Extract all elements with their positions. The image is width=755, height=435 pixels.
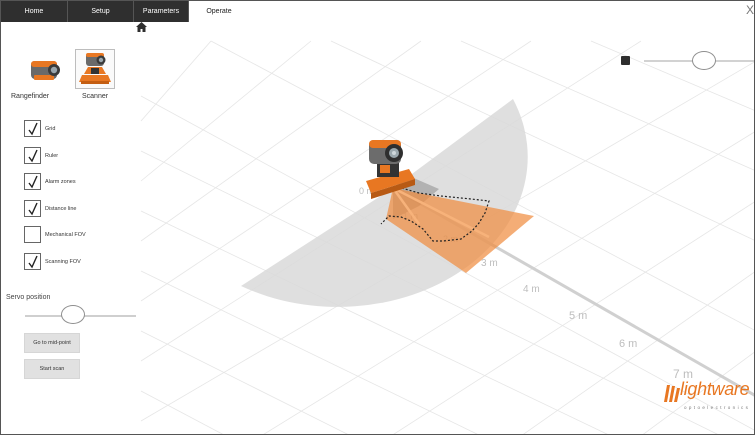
- device-label-scanner: Scanner: [82, 93, 109, 100]
- option-label: Grid: [45, 126, 56, 132]
- ruler-label: 7 m: [673, 367, 693, 381]
- scene-viewport[interactable]: 0 m 1 m 2 m 3 m 4 m 5 m 6 m 7 m: [136, 22, 755, 435]
- ruler-label: 6 m: [619, 338, 637, 350]
- top-tab-bar: Home Setup Parameters Operate X: [1, 1, 754, 22]
- option-label: Alarm zones: [45, 179, 76, 185]
- option-alarm-zones[interactable]: Alarm zones: [24, 173, 136, 191]
- laser-beam: [391, 186, 490, 239]
- option-grid[interactable]: Grid: [24, 120, 136, 138]
- go-to-mid-point-button[interactable]: Go to mid-point: [24, 333, 80, 353]
- logo-wordmark: lightware: [680, 379, 750, 399]
- servo-slider-thumb[interactable]: [61, 305, 85, 324]
- checkmark-icon: [28, 175, 38, 189]
- alarm-zones-checkbox[interactable]: [24, 173, 41, 190]
- checkmark-icon: [28, 255, 38, 269]
- option-mechanical-fov[interactable]: Mechanical FOV: [24, 226, 136, 244]
- mechanical-fov-checkbox[interactable]: [24, 226, 41, 243]
- alarm-zone: [241, 99, 528, 307]
- scanner-icon: [79, 53, 111, 84]
- ruler-label: 4 m: [523, 284, 540, 295]
- start-scan-button[interactable]: Start scan: [24, 359, 80, 379]
- device-label-rangefinder: Rangefinder: [11, 93, 50, 100]
- option-scanning-fov[interactable]: Scanning FOV: [24, 253, 136, 271]
- servo-position-label: Servo position: [6, 294, 51, 301]
- home-icon[interactable]: [136, 22, 147, 32]
- close-icon[interactable]: X: [745, 3, 754, 17]
- stop-icon[interactable]: [621, 56, 630, 65]
- lightware-logo-mark-icon: [664, 385, 680, 402]
- ruler-label: 5 m: [569, 310, 587, 322]
- scanner-device: [366, 140, 415, 199]
- ruler-label: 0 m: [359, 186, 374, 196]
- device-scanner[interactable]: [75, 49, 115, 89]
- option-label: Ruler: [45, 153, 59, 159]
- option-label: Scanning FOV: [45, 259, 81, 265]
- ruler-label: 3 m: [481, 258, 498, 269]
- scanning-fov-sector: [386, 188, 534, 273]
- left-control-panel: Rangefinder Scanner Grid: [1, 22, 136, 434]
- option-distance-line[interactable]: Distance line: [24, 200, 136, 218]
- ruler-checkbox[interactable]: [24, 147, 41, 164]
- scanning-fov-checkbox[interactable]: [24, 253, 41, 270]
- option-label: Mechanical FOV: [45, 232, 86, 238]
- checkmark-icon: [28, 122, 38, 136]
- option-label: Distance line: [45, 206, 77, 212]
- tab-home[interactable]: Home: [1, 1, 68, 22]
- checkmark-icon: [28, 202, 38, 216]
- device-rangefinder[interactable]: [25, 49, 65, 89]
- lightware-logo: lightware optoelectronics: [660, 377, 754, 431]
- scan-trace: [380, 186, 490, 242]
- zoom-slider-thumb[interactable]: [692, 51, 716, 70]
- tab-operate[interactable]: Operate: [189, 1, 249, 22]
- rangefinder-icon: [31, 61, 60, 80]
- option-ruler[interactable]: Ruler: [24, 147, 136, 165]
- tab-parameters[interactable]: Parameters: [134, 1, 189, 22]
- checkmark-icon: [28, 149, 38, 163]
- grid-checkbox[interactable]: [24, 120, 41, 137]
- logo-tagline: optoelectronics: [684, 405, 751, 410]
- tab-setup[interactable]: Setup: [68, 1, 134, 22]
- distance-line-checkbox[interactable]: [24, 200, 41, 217]
- scene-canvas[interactable]: 0 m 1 m 2 m 3 m 4 m 5 m 6 m 7 m: [136, 22, 755, 435]
